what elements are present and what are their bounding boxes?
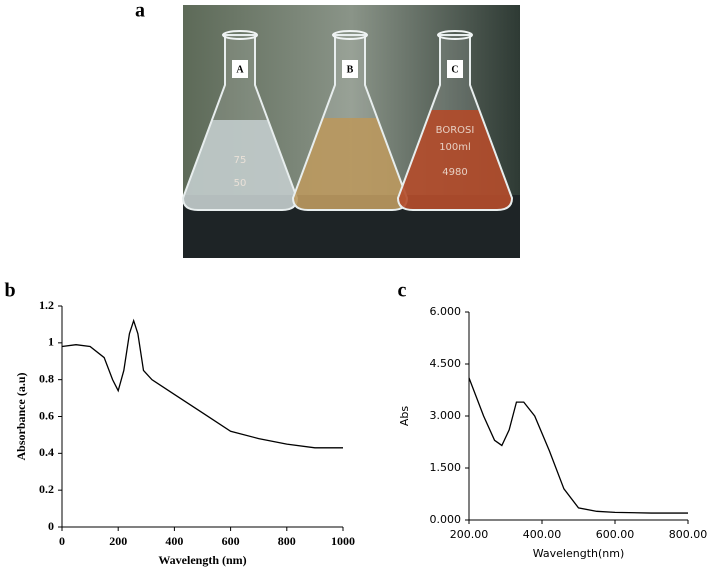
liquid: [183, 120, 297, 210]
liquid: [293, 118, 407, 210]
x-tick-label: 800: [278, 534, 296, 548]
flask-marking: 4980: [442, 167, 467, 178]
y-tick-label: 6.000: [430, 305, 462, 318]
x-tick-label: 200.00: [450, 528, 489, 541]
x-tick-label: 1000: [331, 534, 355, 548]
y-axis-label: Abs: [398, 406, 411, 427]
flask-rim: [222, 30, 258, 40]
liquid: [398, 110, 512, 210]
y-tick-label: 0.2: [39, 482, 54, 496]
y-tick-label: 0: [48, 519, 54, 533]
label-tag: [447, 60, 463, 78]
photo: A B C 75 50 BOROSI 100ml 4980: [181, 30, 514, 211]
flask-marking: 50: [234, 178, 247, 189]
x-axis-label: Wavelength (nm): [158, 553, 246, 567]
x-tick-label: 600.00: [596, 528, 635, 541]
y-tick-label: 0.4: [39, 445, 54, 459]
panel-label: b: [4, 280, 15, 302]
y-tick-label: 1.500: [430, 461, 462, 474]
y-axis-label: Absorbance (a.u): [14, 372, 28, 460]
x-tick-label: 600: [222, 534, 240, 548]
flask-label: C: [451, 64, 458, 75]
flask-rim: [437, 30, 473, 40]
x-tick-label: 400: [165, 534, 183, 548]
x-tick-label: 400.00: [523, 528, 562, 541]
flask-label: A: [236, 64, 244, 75]
x-tick-label: 200: [109, 534, 127, 548]
y-tick-label: 0.6: [39, 408, 54, 422]
x-tick-label: 0: [59, 534, 65, 548]
y-tick-label: 1.2: [39, 298, 54, 312]
x-tick-label: 800.00: [669, 528, 708, 541]
flask-marking: 75: [234, 155, 247, 166]
panel-label: a: [135, 0, 145, 22]
data-line: [468, 377, 688, 514]
flask: [396, 34, 514, 211]
y-tick-label: 1: [48, 335, 54, 349]
flask-rim: [332, 30, 368, 40]
y-tick-label: 0.000: [430, 513, 462, 526]
flask-marking: BOROSI: [436, 125, 475, 136]
flask-label: B: [347, 64, 354, 75]
flask-marking: 100ml: [439, 142, 471, 153]
label-tag: [342, 60, 358, 78]
x-axis-label: Wavelength(nm): [533, 547, 625, 560]
y-tick-label: 0.8: [39, 371, 54, 385]
data-line: [61, 318, 343, 449]
y-tick-label: 3.000: [430, 409, 462, 422]
y-tick-label: 4.500: [430, 357, 462, 370]
label-tag: [232, 60, 248, 78]
panel-label: c: [398, 280, 407, 302]
